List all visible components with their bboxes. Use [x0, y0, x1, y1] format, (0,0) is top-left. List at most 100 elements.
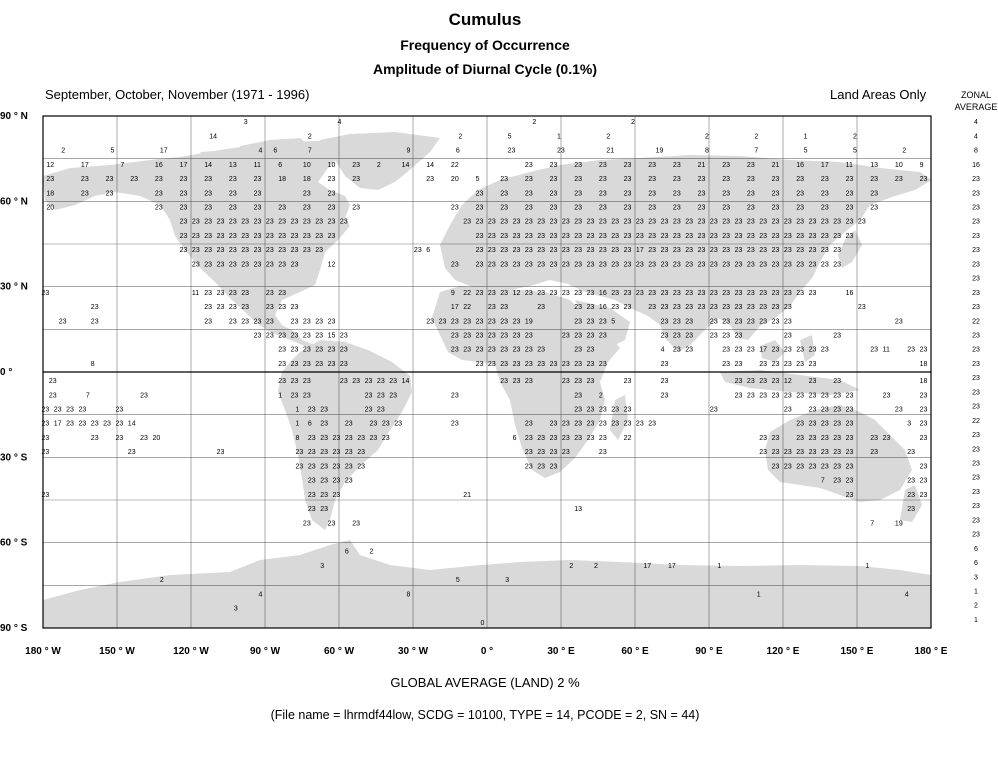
grid-value: 11: [883, 347, 890, 354]
grid-value: 23: [328, 347, 336, 354]
grid-value: 23: [722, 333, 730, 340]
grid-value: 23: [78, 421, 86, 428]
grid-value: 23: [550, 361, 558, 368]
grid-value: 23: [599, 162, 607, 169]
grid-value: 23: [722, 304, 730, 311]
grid-value: 23: [772, 219, 780, 226]
longitude-label: 180 ° W: [25, 646, 61, 657]
grid-value: 23: [784, 347, 792, 354]
grid-value: 2: [902, 148, 906, 155]
grid-value: 23: [266, 219, 274, 226]
grid-value: 23: [550, 176, 558, 183]
grid-value: 23: [821, 463, 829, 470]
grid-value: 23: [846, 219, 854, 226]
grid-value: 23: [254, 261, 262, 268]
grid-value: 23: [809, 449, 817, 456]
zonal-average-value: 1: [974, 617, 978, 624]
grid-value: 21: [463, 492, 471, 499]
grid-value: 23: [229, 247, 237, 254]
grid-value: 23: [574, 421, 582, 428]
grid-value: 23: [747, 347, 755, 354]
grid-value: 23: [476, 190, 484, 197]
grid-value: 23: [550, 290, 558, 297]
grid-value: 23: [278, 290, 286, 297]
grid-value: 23: [685, 247, 693, 254]
grid-value: 23: [315, 347, 323, 354]
grid-value: 23: [500, 361, 508, 368]
grid-value: 23: [155, 205, 163, 212]
zonal-average-value: 16: [972, 162, 980, 169]
grid-value: 23: [833, 219, 841, 226]
grid-value: 23: [661, 233, 669, 240]
grid-value: 23: [525, 247, 533, 254]
latitude-label: 30 ° S: [0, 452, 28, 463]
grid-value: 23: [833, 406, 841, 413]
grid-value: 23: [772, 304, 780, 311]
grid-value: 23: [747, 304, 755, 311]
grid-value: 6: [513, 435, 517, 442]
grid-value: 23: [747, 378, 755, 385]
grid-value: 23: [624, 247, 632, 254]
season-label: September, October, November (1971 - 199…: [45, 87, 310, 102]
grid-value: 23: [155, 176, 163, 183]
grid-value: 23: [500, 333, 508, 340]
grid-value: 23: [562, 421, 570, 428]
longitude-label: 60 ° W: [324, 646, 355, 657]
grid-value: 23: [229, 176, 237, 183]
grid-value: 23: [722, 233, 730, 240]
grid-value: 23: [562, 449, 570, 456]
zonal-average-value: 22: [972, 418, 980, 425]
grid-value: 23: [599, 205, 607, 212]
grid-value: 20: [46, 205, 54, 212]
grid-value: 23: [870, 176, 878, 183]
grid-value: 2: [61, 148, 65, 155]
grid-value: 23: [328, 176, 336, 183]
grid-value: 23: [328, 190, 336, 197]
grid-value: 23: [49, 392, 57, 399]
grid-value: 23: [537, 361, 545, 368]
grid-value: 23: [722, 205, 730, 212]
grid-value: 23: [722, 261, 730, 268]
grid-value: 14: [402, 162, 410, 169]
grid-value: 23: [735, 247, 743, 254]
grid-value: 23: [574, 247, 582, 254]
grid-value: 23: [204, 304, 212, 311]
madagascar-land: [610, 395, 628, 440]
grid-value: 2: [599, 392, 603, 399]
grid-value: 23: [562, 290, 570, 297]
grid-value: 23: [661, 333, 669, 340]
grid-value: 23: [463, 347, 471, 354]
zonal-average-value: 23: [972, 304, 980, 311]
grid-value: 23: [710, 219, 718, 226]
greenland-land: [320, 132, 440, 190]
grid-value: 23: [278, 378, 286, 385]
global-average: GLOBAL AVERAGE (LAND) 2 %: [390, 675, 580, 690]
grid-value: 7: [754, 148, 758, 155]
grid-value: 23: [611, 290, 619, 297]
grid-value: 23: [278, 333, 286, 340]
grid-value: 23: [673, 219, 681, 226]
grid-value: 23: [673, 261, 681, 268]
grid-value: 23: [772, 318, 780, 325]
grid-value: 23: [414, 247, 422, 254]
grid-value: 23: [784, 290, 792, 297]
grid-value: 23: [796, 290, 804, 297]
grid-value: 4: [337, 119, 341, 126]
grid-value: 5: [804, 148, 808, 155]
grid-value: 23: [624, 290, 632, 297]
grid-value: 14: [128, 421, 136, 428]
grid-value: 18: [303, 176, 311, 183]
grid-value: 23: [574, 435, 582, 442]
grid-value: 23: [537, 463, 545, 470]
grid-value: 1: [278, 392, 282, 399]
grid-value: 23: [574, 176, 582, 183]
grid-value: 17: [81, 162, 89, 169]
grid-value: 23: [599, 219, 607, 226]
grid-value: 23: [476, 219, 484, 226]
grid-value: 23: [562, 247, 570, 254]
grid-value: 8: [407, 591, 411, 598]
grid-value: 23: [192, 247, 200, 254]
zonal-average-value: 23: [972, 461, 980, 468]
grid-value: 23: [562, 378, 570, 385]
grid-value: 23: [587, 304, 595, 311]
